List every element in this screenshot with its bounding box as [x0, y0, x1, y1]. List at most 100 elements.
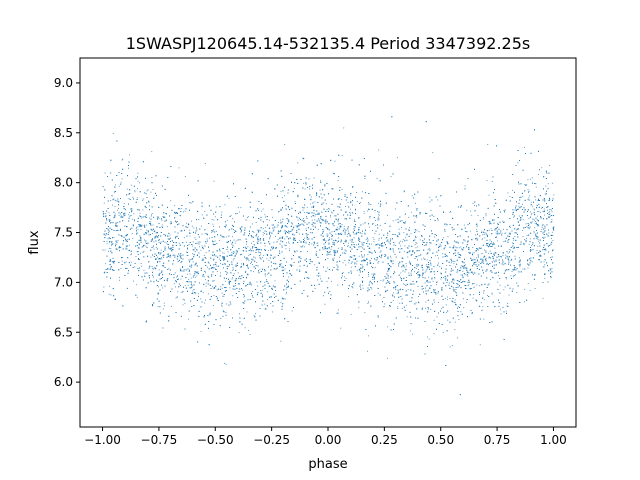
- data-point: [373, 273, 375, 275]
- data-point: [245, 285, 247, 287]
- data-point: [362, 223, 364, 225]
- data-point: [228, 266, 230, 267]
- data-point: [274, 286, 275, 288]
- data-point: [214, 240, 216, 242]
- data-point: [289, 250, 290, 252]
- data-point: [326, 233, 328, 235]
- data-point: [494, 261, 496, 263]
- data-point: [368, 226, 370, 228]
- data-point: [339, 225, 341, 227]
- data-point: [416, 216, 418, 218]
- data-point: [161, 257, 162, 259]
- data-point: [187, 284, 189, 286]
- data-point: [449, 212, 451, 213]
- data-point: [399, 240, 401, 242]
- data-point: [476, 284, 478, 286]
- data-point: [524, 184, 526, 186]
- data-point: [328, 254, 330, 255]
- data-point: [384, 303, 386, 305]
- data-point: [493, 257, 494, 259]
- data-point: [220, 318, 222, 319]
- data-point: [162, 287, 164, 289]
- data-point: [395, 219, 397, 221]
- data-point: [199, 246, 200, 248]
- data-point: [205, 279, 206, 281]
- data-point: [409, 227, 410, 229]
- data-point: [372, 237, 374, 239]
- data-point: [255, 313, 256, 315]
- data-point: [464, 273, 466, 275]
- data-point: [216, 250, 218, 251]
- data-point: [183, 269, 185, 270]
- data-point: [421, 309, 423, 310]
- data-point: [394, 271, 396, 273]
- data-point: [403, 232, 405, 234]
- data-point: [139, 212, 141, 214]
- data-point: [256, 234, 257, 235]
- data-point: [168, 268, 170, 270]
- data-point: [350, 266, 352, 268]
- data-point: [284, 225, 286, 227]
- data-point: [264, 216, 266, 218]
- data-point: [317, 242, 319, 244]
- data-point: [472, 252, 474, 254]
- data-point: [434, 236, 436, 238]
- data-point: [194, 237, 196, 239]
- data-point: [369, 217, 371, 219]
- data-point: [121, 178, 123, 180]
- data-point: [381, 245, 383, 247]
- data-point: [378, 239, 380, 241]
- data-point: [501, 259, 503, 261]
- data-point: [134, 191, 136, 193]
- data-point: [347, 245, 349, 246]
- data-point: [492, 220, 493, 221]
- data-point: [549, 210, 551, 212]
- data-point: [111, 244, 112, 246]
- data-point: [152, 189, 154, 190]
- data-point: [266, 258, 268, 260]
- data-point: [537, 245, 539, 247]
- data-point: [149, 205, 150, 207]
- data-point: [524, 146, 525, 148]
- data-point: [332, 223, 333, 225]
- data-point: [299, 228, 300, 230]
- data-point: [196, 229, 198, 231]
- data-point: [303, 212, 305, 214]
- data-point: [248, 330, 249, 331]
- data-point: [528, 190, 530, 192]
- data-point: [537, 240, 539, 242]
- data-point: [114, 199, 116, 201]
- data-point: [468, 272, 470, 274]
- data-point: [208, 293, 210, 295]
- data-point: [141, 265, 143, 267]
- data-point: [378, 233, 380, 235]
- data-point: [480, 302, 482, 304]
- data-point: [479, 285, 481, 287]
- data-point: [184, 176, 186, 177]
- data-point: [235, 249, 237, 251]
- data-point: [104, 271, 106, 273]
- data-point: [368, 209, 370, 210]
- data-point: [360, 264, 361, 265]
- data-point: [378, 261, 380, 262]
- data-point: [330, 234, 332, 236]
- data-point: [342, 272, 344, 273]
- data-point: [411, 300, 412, 302]
- data-point: [497, 233, 499, 235]
- data-point: [117, 240, 119, 241]
- data-point: [302, 157, 304, 159]
- data-point: [255, 222, 257, 223]
- data-point: [409, 260, 411, 262]
- data-point: [112, 133, 114, 134]
- data-point: [128, 198, 130, 199]
- data-point: [193, 249, 195, 251]
- data-point: [134, 266, 136, 268]
- data-point: [430, 242, 432, 244]
- data-point: [378, 214, 380, 216]
- data-point: [490, 279, 491, 280]
- data-point: [213, 295, 215, 296]
- data-point: [136, 297, 138, 299]
- data-point: [412, 281, 414, 282]
- data-point: [546, 224, 548, 226]
- data-point: [502, 260, 504, 262]
